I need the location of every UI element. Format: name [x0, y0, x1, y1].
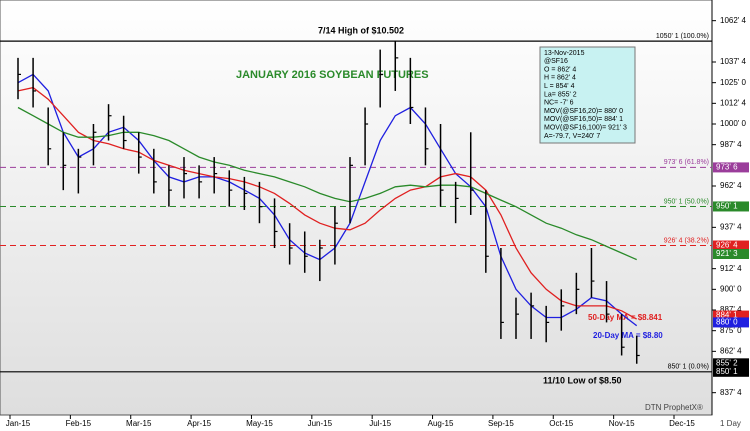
price-box-label: 921' 3: [716, 249, 738, 258]
y-tick-label: 1062' 4: [720, 16, 747, 25]
x-tick-label: Oct-15: [549, 419, 574, 428]
price-box-label: 926' 4: [716, 241, 738, 250]
y-tick-label: 1025' 0: [720, 78, 747, 87]
x-tick-label: Dec-15: [669, 419, 695, 428]
x-tick-label: Jun-15: [308, 419, 333, 428]
price-box-label: 884' 1: [716, 311, 738, 320]
y-tick-label: 912' 4: [720, 264, 742, 273]
price-box: [713, 310, 749, 321]
x-tick-label: Sep-15: [488, 419, 514, 428]
ma20-annotation: 20-Day MA = $8.80: [593, 331, 663, 340]
level-label: 1050' 1 (100.0%): [656, 33, 709, 40]
x-tick-label: Nov-15: [609, 419, 635, 428]
price-box: [713, 249, 749, 260]
x-tick-label: Jul-15: [369, 419, 391, 428]
level-label: 973' 6 (61.8%): [664, 159, 709, 166]
price-box-label: 880' 0: [716, 318, 738, 327]
high-annotation: 7/14 High of $10.502: [318, 25, 404, 35]
chart-title: JANUARY 2016 SOYBEAN FUTURES: [236, 69, 429, 81]
price-box: [713, 240, 749, 251]
y-tick-label: 937' 4: [720, 222, 742, 231]
info-line: 13-Nov-2015: [544, 50, 585, 57]
level-label: 850' 1 (0.0%): [668, 364, 709, 371]
info-line: MOV(@SF16,100)= 921' 3: [544, 125, 627, 132]
y-tick-label: 887' 4: [720, 305, 742, 314]
x-tick-label: May-15: [246, 419, 273, 428]
y-tick-label: 987' 4: [720, 140, 742, 149]
ma-line: [17, 86, 638, 320]
x-tick-label: Apr-15: [187, 419, 212, 428]
x-tick-label: Feb-15: [66, 419, 92, 428]
level-label: 950' 1 (50.0%): [664, 198, 709, 205]
info-line: H = 862' 4: [544, 75, 576, 82]
ma-line: [17, 106, 637, 261]
price-box-label: 973' 6: [716, 163, 738, 172]
info-line: MOV(@SF16,20)= 880' 0: [544, 108, 623, 115]
y-tick-label: 837' 4: [720, 388, 742, 397]
price-box: [713, 162, 749, 173]
low-annotation: 11/10 Low of $8.50: [543, 375, 622, 385]
price-box: [713, 201, 749, 212]
info-line: NC= -7' 6: [544, 100, 574, 107]
info-line: @SF16: [544, 58, 568, 65]
price-box-label: 850' 1: [716, 367, 738, 376]
level-label: 926' 4 (38.2%): [664, 237, 709, 244]
y-tick-label: 962' 4: [720, 181, 742, 190]
y-tick-label: 900' 0: [720, 284, 742, 293]
info-line: L = 854' 4: [544, 83, 575, 90]
y-tick-label: 1037' 4: [720, 57, 747, 66]
y-tick-label: 862' 4: [720, 346, 742, 355]
x-tick-label: Aug-15: [428, 419, 454, 428]
info-line: La= 855' 2: [544, 91, 577, 98]
price-box-label: 855' 2: [716, 358, 738, 367]
ma-line: [17, 73, 638, 327]
y-tick-label: 875' 0: [720, 326, 742, 335]
brand: DTN ProphetX®: [645, 403, 703, 412]
info-line: A=-79.7, V=240' 7: [544, 133, 600, 140]
info-line: O = 862' 4: [544, 66, 576, 73]
info-line: MOV(@SF16,50)= 884' 1: [544, 116, 623, 123]
price-box: [713, 366, 749, 377]
price-box-label: 950' 1: [716, 202, 738, 211]
period: 1 Day: [720, 419, 741, 428]
y-tick-label: 1000' 0: [720, 119, 747, 128]
y-tick-label: 1012' 4: [720, 98, 747, 107]
x-tick-label: Mar-15: [126, 419, 152, 428]
price-box: [713, 358, 749, 369]
price-box: [713, 317, 749, 328]
info-box: [539, 46, 636, 144]
x-tick-label: Jan-15: [6, 419, 31, 428]
